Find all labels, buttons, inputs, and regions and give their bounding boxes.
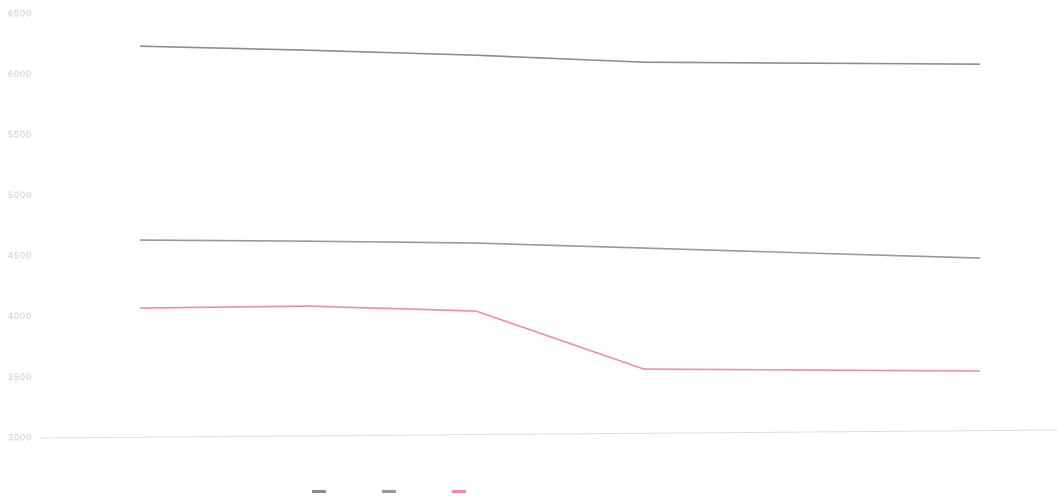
y-tick-label: 4000 bbox=[8, 311, 32, 321]
y-tick-label: 5500 bbox=[8, 130, 32, 140]
legend-swatch bbox=[382, 490, 396, 493]
series-line bbox=[139, 305, 981, 372]
y-tick-label: 6000 bbox=[8, 69, 32, 79]
series-line bbox=[139, 45, 981, 65]
x-axis bbox=[39, 429, 1057, 439]
y-tick-label: 4500 bbox=[8, 251, 32, 261]
series-line bbox=[139, 239, 981, 259]
y-tick-label: 6500 bbox=[8, 8, 32, 18]
y-tick-label: 3500 bbox=[8, 372, 32, 382]
y-tick-label: 3000 bbox=[8, 432, 32, 442]
legend-swatch bbox=[452, 490, 466, 493]
y-tick-label: 5000 bbox=[8, 190, 32, 200]
legend-swatch bbox=[312, 490, 326, 493]
